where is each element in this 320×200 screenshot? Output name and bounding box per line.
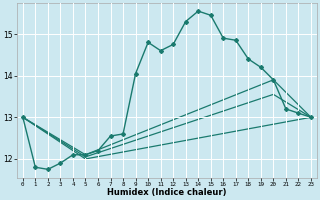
X-axis label: Humidex (Indice chaleur): Humidex (Indice chaleur): [107, 188, 227, 197]
